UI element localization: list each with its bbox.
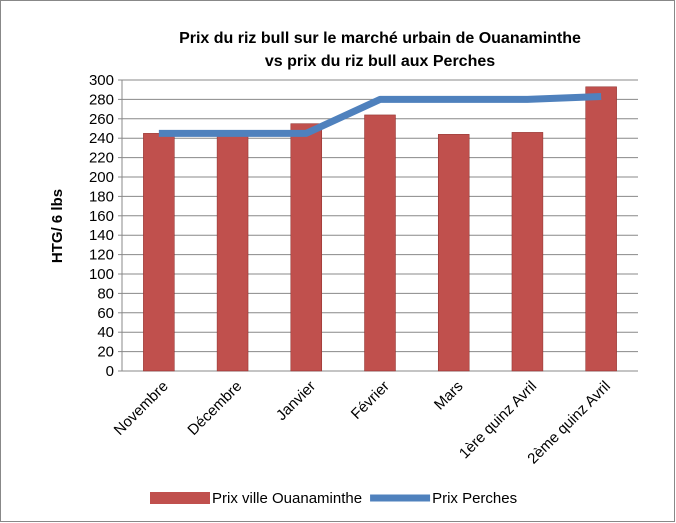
y-tick-label: 300	[89, 72, 114, 89]
y-tick-label: 200	[89, 169, 114, 186]
bar	[364, 114, 396, 372]
y-tick-label: 80	[97, 285, 114, 302]
y-tick-label: 40	[97, 324, 114, 341]
legend-label: Prix Perches	[432, 490, 517, 507]
y-tick-label: 100	[89, 266, 114, 283]
y-tick-label: 0	[106, 363, 114, 380]
legend-swatch	[150, 492, 210, 504]
bar	[216, 134, 249, 372]
y-tick-label: 60	[97, 305, 114, 322]
y-tick-label: 240	[89, 130, 114, 147]
y-tick-label: 220	[89, 150, 114, 167]
y-tick-label: 140	[89, 227, 114, 244]
line	[158, 92, 602, 137]
y-tick-label: 180	[89, 188, 114, 205]
y-tick-label: 260	[89, 111, 114, 128]
y-axis-label: HTG/ 6 lbs	[49, 189, 66, 263]
y-tick-label: 20	[97, 344, 114, 361]
legend-label: Prix ville Ouanaminthe	[212, 490, 362, 507]
y-tick-label: 160	[89, 208, 114, 225]
bar	[437, 134, 470, 372]
bar	[290, 123, 323, 372]
y-tick-label: 120	[89, 247, 114, 264]
bar	[143, 133, 175, 372]
chart-title: Prix du riz bull sur le marché urbain de…	[179, 30, 581, 47]
y-tick-label: 280	[89, 91, 114, 108]
chart-title: vs prix du riz bull aux Perches	[265, 53, 495, 70]
bar	[585, 86, 617, 372]
bar	[511, 132, 544, 372]
